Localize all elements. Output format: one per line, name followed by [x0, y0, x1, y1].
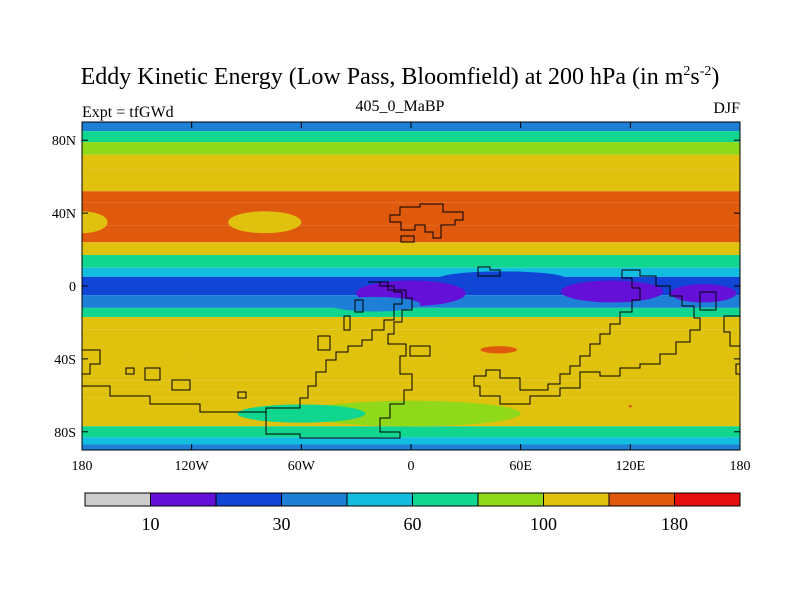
colorbar-label-4: 180 [661, 514, 688, 534]
zonal-band-2 [82, 142, 740, 155]
zonal-band-15 [82, 329, 740, 381]
field-feature-3 [438, 271, 567, 287]
x-tick-label-0: 180 [72, 459, 93, 474]
field-feature-4 [414, 335, 518, 361]
experiment-label: Expt = tfGWd [82, 104, 174, 121]
zonal-band-19 [82, 426, 740, 438]
x-axis: 180 120W 60W 0 60E 120E 180 [72, 122, 751, 474]
field-feature-2 [670, 284, 737, 303]
field-feature-6 [118, 337, 192, 367]
y-tick-label-2: 0 [69, 280, 76, 295]
zonal-band-1 [82, 131, 740, 143]
colorbar-box-1 [150, 492, 217, 507]
x-tick-label-2: 60W [288, 459, 316, 474]
y-tick-label-4: 80S [54, 426, 76, 441]
zonal-band-6 [82, 202, 740, 226]
zonal-band-14 [82, 316, 740, 330]
zonal-band-9 [82, 255, 740, 268]
colorbar-box-9 [674, 492, 741, 507]
field-feature-11 [301, 400, 521, 427]
colorbar-label-3: 100 [530, 514, 557, 534]
y-tick-label-3: 40S [54, 353, 76, 368]
run-id-label: 405_0_MaBP [355, 98, 445, 115]
zonal-band-16 [82, 380, 740, 390]
colorbar-box-6 [477, 492, 544, 507]
colorbar-box-7 [543, 492, 610, 507]
field-feature-9 [228, 211, 302, 234]
colorbar-label-2: 60 [404, 514, 422, 534]
zonal-band-10 [82, 267, 740, 277]
x-tick-label-5: 120E [616, 459, 646, 474]
x-tick-label-3: 0 [408, 459, 415, 474]
field-feature-7 [557, 340, 631, 359]
zonal-band-17 [82, 389, 740, 398]
x-tick-label-4: 60E [509, 459, 532, 474]
zonal-band-20 [82, 437, 740, 445]
colorbar-label-0: 10 [142, 514, 160, 534]
zonal-band-13 [82, 307, 740, 317]
field-feature-5 [480, 346, 518, 354]
field-feature-13 [328, 296, 421, 312]
colorbar-box-3 [281, 492, 348, 507]
colorbar-label-1: 30 [273, 514, 291, 534]
field-feature-10 [82, 211, 108, 234]
field-feature-1 [560, 280, 664, 303]
field-feature-12 [237, 404, 366, 423]
zonal-band-5 [82, 191, 740, 203]
x-tick-label-6: 180 [730, 459, 751, 474]
zonal-band-4 [82, 169, 740, 192]
zonal-band-8 [82, 242, 740, 256]
coastline-outline [82, 203, 740, 439]
zonal-band-3 [82, 154, 740, 170]
y-axis: 80N 40N 0 40S 80S [52, 134, 740, 441]
season-label: DJF [713, 100, 740, 117]
chart-title: Eddy Kinetic Energy (Low Pass, Bloomfiel… [80, 64, 720, 90]
field-feature-8 [628, 405, 633, 408]
zonal-band-7 [82, 225, 740, 243]
colorbar-box-0 [84, 492, 151, 507]
colorbar-box-2 [215, 492, 282, 507]
y-tick-label-0: 80N [52, 134, 76, 149]
y-tick-label-1: 40N [52, 207, 76, 222]
colorbar: 10 30 60 100 180 [84, 492, 741, 534]
x-tick-label-1: 120W [175, 459, 210, 474]
colorbar-box-5 [412, 492, 479, 507]
eke-field [82, 122, 740, 450]
colorbar-box-4 [346, 492, 413, 507]
colorbar-box-8 [608, 492, 675, 507]
